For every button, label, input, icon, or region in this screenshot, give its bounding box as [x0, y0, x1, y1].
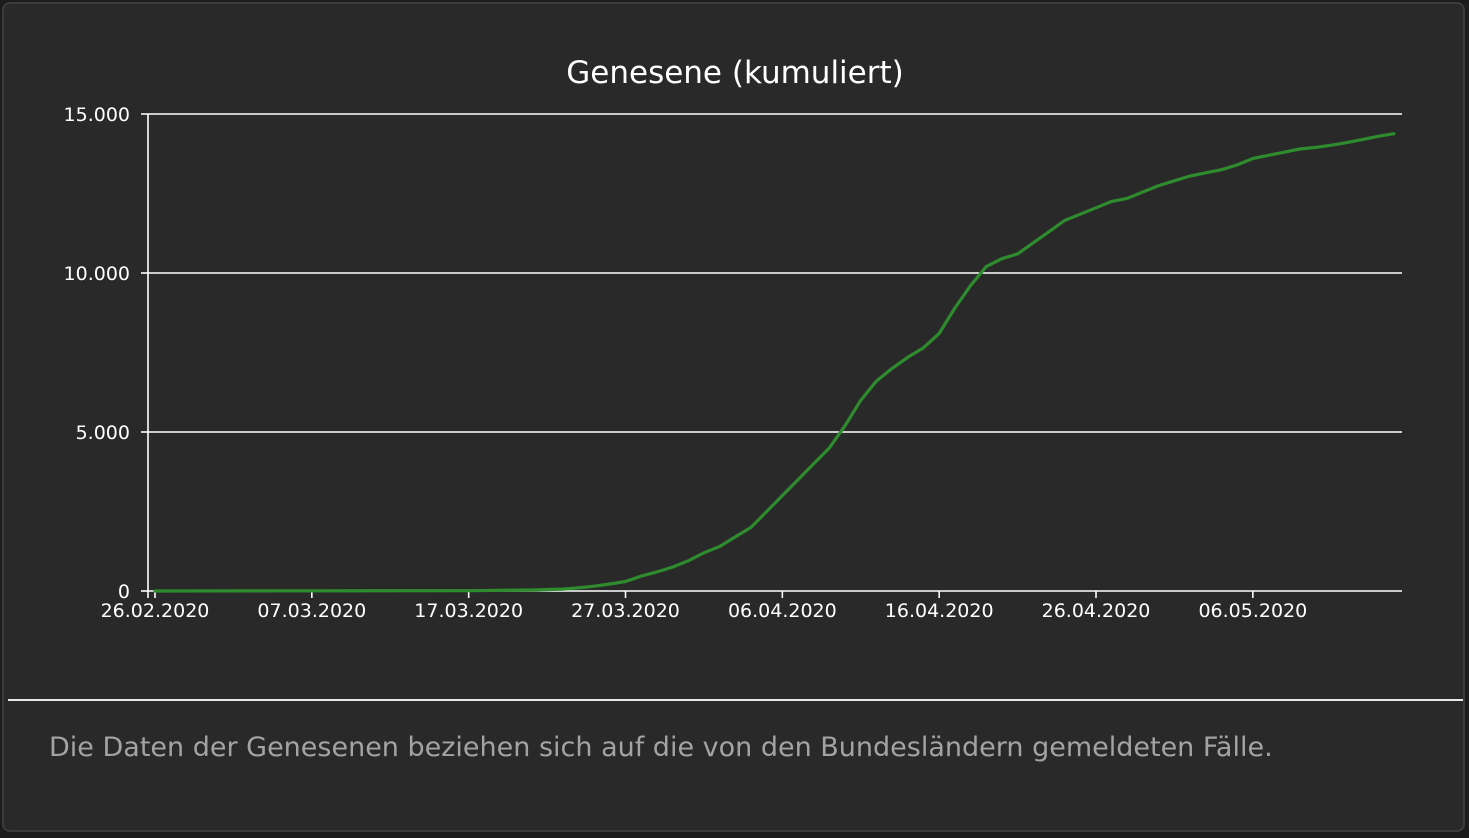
- axis-layer: 0 5.000 10.000 15.000 26.02.2020 07.03.2020 17…: [64, 104, 1308, 622]
- x-tick-label: 26.02.2020: [101, 600, 210, 622]
- x-tick-label: 17.03.2020: [414, 600, 523, 622]
- x-tick-label: 26.04.2020: [1042, 600, 1151, 622]
- recovered-chart: Genesene (kumuliert) 0 5.000 10.000 15.000 2…: [64, 55, 1402, 622]
- section-divider: [8, 699, 1463, 701]
- x-tick-label: 27.03.2020: [571, 600, 680, 622]
- x-tick-label: 06.05.2020: [1198, 600, 1307, 622]
- x-tick-label: 06.04.2020: [728, 600, 837, 622]
- footnote-text: Die Daten der Genesenen beziehen sich au…: [49, 732, 1273, 763]
- chart-title: Genesene (kumuliert): [566, 55, 904, 91]
- y-tick-label: 15.000: [64, 104, 130, 126]
- series-layer: [153, 132, 1396, 593]
- series-line: [153, 132, 1396, 593]
- y-tick-label: 0: [118, 581, 130, 603]
- y-tick-label: 10.000: [64, 263, 130, 285]
- x-tick-label: 16.04.2020: [885, 600, 994, 622]
- grid-layer: [148, 113, 1402, 592]
- y-tick-label: 5.000: [76, 422, 130, 444]
- x-tick-label: 07.03.2020: [257, 600, 366, 622]
